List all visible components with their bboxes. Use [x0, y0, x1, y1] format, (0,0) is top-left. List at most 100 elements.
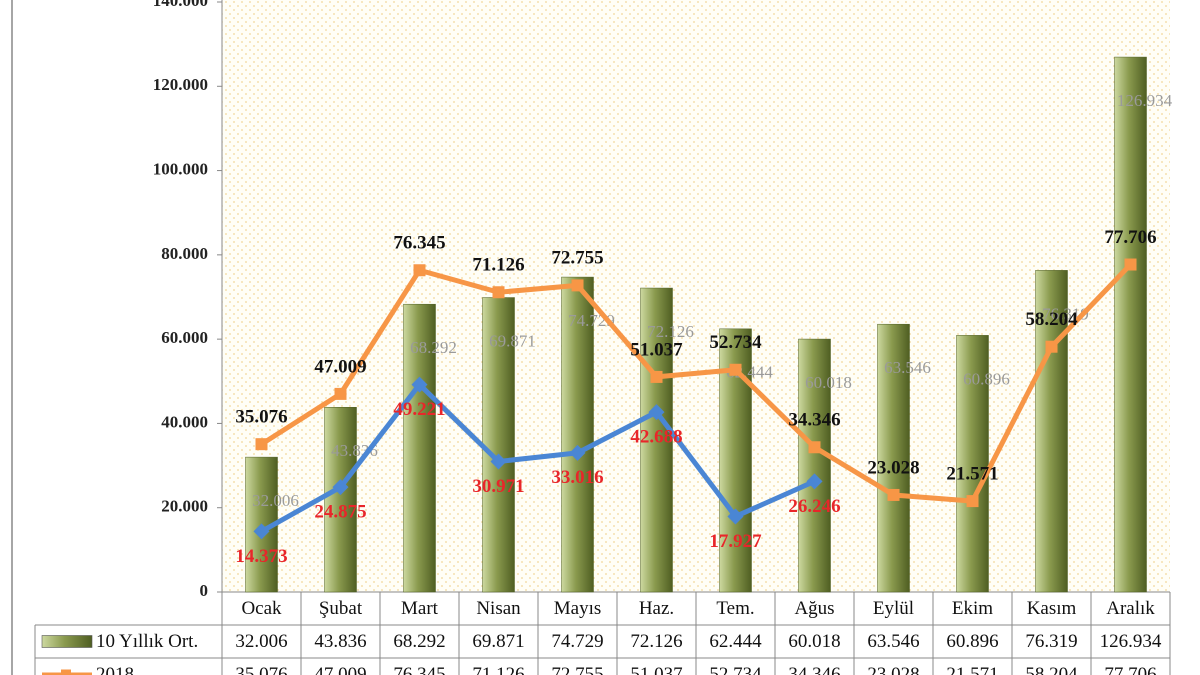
bar-value-label: 68.292 — [410, 338, 457, 357]
line-value-label: 71.126 — [472, 255, 524, 276]
legend-marker — [61, 669, 71, 675]
legend-swatch — [41, 635, 93, 648]
line-value-label: 58.204 — [1025, 309, 1078, 330]
table-cell: 34.346 — [788, 664, 840, 675]
legend-label: 2018 — [96, 664, 134, 675]
line-value-label: 26.246 — [788, 496, 840, 517]
line-marker — [806, 473, 823, 490]
line-marker — [569, 444, 586, 461]
table-cell: 76.319 — [1025, 631, 1077, 652]
line-value-label: 17.927 — [709, 531, 762, 552]
line-marker — [729, 363, 742, 376]
line-value-label: 14.373 — [235, 546, 287, 567]
line-value-label: 52.734 — [709, 332, 762, 353]
line-value-label: 33.016 — [551, 467, 603, 488]
line-marker — [492, 286, 505, 299]
bar — [324, 407, 357, 593]
y-tick-label: 120.000 — [153, 75, 208, 94]
table-cell: 47.009 — [314, 664, 366, 675]
y-tick-label: 20.000 — [161, 497, 208, 516]
line-marker — [490, 453, 507, 470]
table-cell: 68.292 — [393, 631, 445, 652]
table-cell: 60.018 — [788, 631, 840, 652]
line-marker — [413, 264, 426, 277]
x-tick-label: Ocak — [241, 598, 282, 619]
table-cell: 71.126 — [472, 664, 524, 675]
line — [260, 262, 1133, 504]
line-value-label: 24.875 — [314, 502, 366, 523]
table-cell: 23.028 — [867, 664, 919, 675]
line-value-label: 47.009 — [314, 356, 366, 377]
x-tick-label: Şubat — [319, 598, 363, 619]
line-value-label: 77.706 — [1104, 227, 1156, 248]
table-cell: 76.345 — [393, 664, 445, 675]
line-value-label: 49.221 — [393, 399, 445, 420]
table-cell: 58.204 — [1025, 664, 1078, 675]
line-marker — [808, 441, 821, 454]
y-tick-label: 40.000 — [161, 412, 208, 431]
line — [260, 382, 816, 534]
table-cell: 69.871 — [472, 631, 524, 652]
plot-area — [222, 0, 1170, 592]
y-tick-label: 140.000 — [153, 0, 208, 10]
table-cell: 60.896 — [946, 631, 998, 652]
bar — [1035, 270, 1068, 593]
x-tick-label: Mayıs — [554, 598, 602, 619]
bar — [561, 276, 594, 593]
line-marker — [887, 488, 900, 501]
bar — [956, 335, 989, 593]
line-marker — [727, 508, 744, 525]
bar-value-label: 69.871 — [489, 331, 536, 350]
y-tick-label: 60.000 — [161, 328, 208, 347]
table-cell: 77.706 — [1104, 664, 1156, 675]
bar — [482, 297, 515, 593]
line-value-label: 35.076 — [235, 407, 287, 428]
x-tick-label: Ağus — [794, 598, 834, 619]
bar — [1114, 56, 1147, 593]
line-marker — [411, 376, 428, 393]
bar-value-label: 60.018 — [805, 373, 852, 392]
table-cell: 72.126 — [630, 631, 682, 652]
x-tick-label: Ekim — [952, 598, 993, 619]
bar-value-label: 60.896 — [963, 369, 1010, 388]
bar — [877, 323, 910, 593]
x-tick-label: Eylül — [873, 598, 914, 619]
bar-value-label: 32.006 — [252, 491, 299, 510]
bar-value-label: 126.934 — [1117, 91, 1173, 110]
table-cell: 74.729 — [551, 631, 603, 652]
table-cell: 21.571 — [946, 664, 998, 675]
bar — [798, 338, 831, 593]
line-value-label: 72.755 — [551, 248, 603, 269]
line-marker — [255, 438, 268, 451]
line-marker — [253, 523, 270, 540]
x-tick-label: Nisan — [476, 598, 521, 619]
line-value-label: 42.688 — [630, 426, 682, 447]
line-value-label: 23.028 — [867, 457, 919, 478]
legend-label: 10 Yıllık Ort. — [96, 631, 198, 652]
line-marker — [648, 404, 665, 421]
line-marker — [966, 495, 979, 508]
line-value-label: 76.345 — [393, 233, 445, 254]
bar — [403, 303, 436, 593]
table-cell: 52.734 — [709, 664, 762, 675]
line-marker — [650, 370, 663, 383]
line-marker — [334, 387, 347, 400]
x-tick-label: Haz. — [639, 598, 674, 619]
y-tick-label: 100.000 — [153, 159, 208, 178]
line-marker — [332, 479, 349, 496]
x-tick-label: Kasım — [1027, 598, 1077, 619]
table-cell: 63.546 — [867, 631, 919, 652]
line-marker — [1045, 340, 1058, 353]
table-cell: 35.076 — [235, 664, 287, 675]
line-value-label: 30.971 — [472, 476, 524, 497]
table-cell: 51.037 — [630, 664, 682, 675]
table-cell: 72.755 — [551, 664, 603, 675]
y-tick-label: 80.000 — [161, 244, 208, 263]
table-cell: 43.836 — [314, 631, 366, 652]
x-tick-label: Tem. — [716, 598, 754, 619]
bar-value-label: 72.126 — [647, 322, 694, 341]
line-marker — [571, 279, 584, 292]
y-tick-label: 0 — [200, 581, 209, 600]
